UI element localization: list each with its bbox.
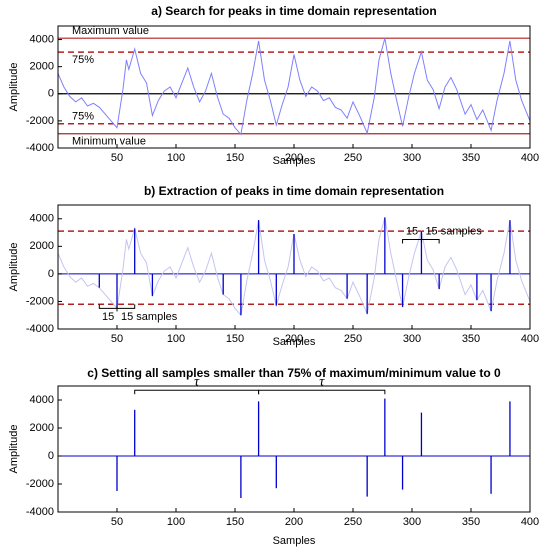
reference-label: 75%: [72, 111, 94, 123]
y-tick-label: 4000: [30, 33, 54, 45]
x-tick-label: 100: [167, 333, 185, 345]
x-tick-label: 150: [226, 152, 244, 164]
axes-box: [57, 204, 531, 330]
bracket: [98, 304, 136, 312]
bracket-label: 15 samples: [121, 311, 178, 323]
y-tick-label: -2000: [26, 295, 54, 307]
x-tick-label: 250: [344, 152, 362, 164]
x-tick-label: 200: [285, 152, 303, 164]
chart-title: a) Search for peaks in time domain repre…: [151, 4, 436, 18]
x-tick-label: 400: [521, 333, 539, 345]
bracket: [134, 389, 260, 395]
chart-title: c) Setting all samples smaller than 75% …: [87, 366, 501, 380]
y-tick-label: -2000: [26, 478, 54, 490]
x-tick-label: 300: [403, 333, 421, 345]
x-tick-label: 150: [226, 333, 244, 345]
x-tick-label: 150: [226, 516, 244, 528]
y-axis-label: Amplitude: [8, 63, 20, 112]
x-tick-label: 350: [462, 152, 480, 164]
plot-area: [58, 398, 530, 498]
x-tick-label: 300: [403, 152, 421, 164]
x-axis-label: Samples: [273, 336, 316, 348]
x-tick-label: 50: [111, 152, 123, 164]
subplot: c) Setting all samples smaller than 75% …: [8, 366, 539, 547]
x-axis-label: Samples: [273, 155, 316, 167]
x-axis-label: Samples: [273, 535, 316, 547]
x-tick-label: 50: [111, 333, 123, 345]
bracket-label: 15: [406, 225, 418, 237]
reference-label: Minimum value: [72, 136, 146, 148]
bracket-label: τ: [319, 374, 325, 389]
y-tick-label: -4000: [26, 323, 54, 335]
y-tick-label: 0: [48, 88, 54, 100]
x-tick-label: 250: [344, 333, 362, 345]
bracket: [258, 389, 386, 395]
y-axis-label: Amplitude: [8, 243, 20, 292]
plot-area: [58, 37, 530, 136]
bracket-label: 15: [102, 311, 114, 323]
y-tick-label: -4000: [26, 142, 54, 154]
y-tick-label: -2000: [26, 115, 54, 127]
x-tick-label: 100: [167, 516, 185, 528]
bracket-label: τ: [194, 374, 200, 389]
x-tick-label: 250: [344, 516, 362, 528]
y-tick-label: 4000: [30, 394, 54, 406]
axes-box: [57, 25, 531, 149]
x-tick-label: 350: [462, 333, 480, 345]
y-axis-label: Amplitude: [8, 425, 20, 474]
x-tick-label: 350: [462, 516, 480, 528]
signal-line: [58, 217, 530, 317]
x-tick-label: 400: [521, 516, 539, 528]
reference-label: Maximum value: [72, 25, 149, 37]
subplot: a) Search for peaks in time domain repre…: [8, 4, 539, 167]
y-tick-label: 0: [48, 268, 54, 280]
signal-line: [58, 38, 530, 136]
x-tick-label: 50: [111, 516, 123, 528]
y-tick-label: 4000: [30, 213, 54, 225]
y-tick-label: 2000: [30, 61, 54, 73]
axes-box: [57, 385, 531, 513]
y-tick-label: 0: [48, 450, 54, 462]
y-tick-label: 2000: [30, 422, 54, 434]
x-tick-label: 100: [167, 152, 185, 164]
bracket-label: 15 samples: [425, 225, 482, 237]
x-tick-label: 400: [521, 152, 539, 164]
x-tick-label: 300: [403, 516, 421, 528]
x-tick-label: 200: [285, 333, 303, 345]
reference-label: 75%: [72, 54, 94, 66]
x-tick-label: 200: [285, 516, 303, 528]
bracket: [402, 236, 440, 244]
chart-title: b) Extraction of peaks in time domain re…: [144, 184, 444, 198]
y-tick-label: 2000: [30, 240, 54, 252]
subplot: b) Extraction of peaks in time domain re…: [8, 184, 539, 348]
y-tick-label: -4000: [26, 506, 54, 518]
